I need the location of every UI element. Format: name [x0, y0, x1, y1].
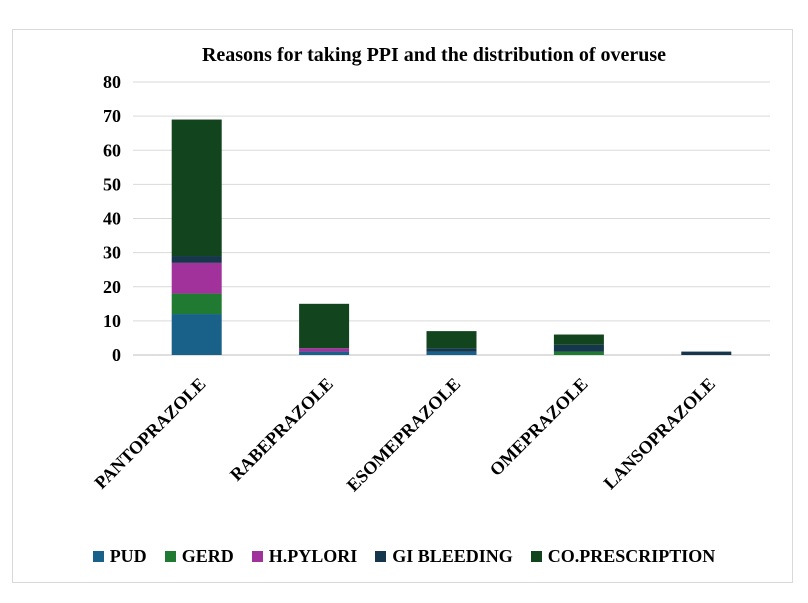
legend-label: H.PYLORI: [268, 546, 358, 566]
legend-item: PUD: [92, 546, 147, 567]
bar-segment-pud: [426, 351, 477, 355]
chart-title: Reasons for taking PPI and the distribut…: [201, 44, 667, 66]
legend-label: CO.PRESCRIPTION: [547, 546, 716, 566]
y-tick-label: 10: [103, 311, 121, 331]
legend-swatch: [164, 551, 176, 562]
legend-swatch: [530, 551, 542, 562]
bar-segment-co-prescription: [299, 303, 350, 349]
x-tick-label: LANSOPRAZOLE: [600, 374, 720, 494]
bar-segment-gi-bleeding: [681, 351, 732, 355]
bar-segment-h-pylori: [299, 348, 350, 352]
bar-segment-h-pylori: [171, 262, 222, 294]
legend-item: GI BLEEDING: [375, 546, 513, 567]
legend-item: GERD: [164, 546, 234, 567]
bar-segment-gi-bleeding: [171, 256, 222, 263]
legend-swatch: [251, 551, 263, 562]
bar-segment-co-prescription: [171, 119, 222, 257]
y-tick-label: 20: [103, 277, 121, 297]
chart-area: [12, 29, 793, 583]
legend-swatch: [92, 551, 104, 562]
legend-item: H.PYLORI: [251, 546, 358, 567]
x-tick-label: ESOMEPRAZOLE: [343, 374, 465, 496]
y-tick-label: 70: [103, 106, 121, 126]
legend: PUD GERD H.PYLORI GI BLEEDING CO.PRESCRIPTIO…: [0, 546, 808, 567]
bar-segment-gerd: [171, 293, 222, 315]
x-tick-label: RABEPRAZOLE: [226, 374, 337, 485]
y-tick-label: 0: [112, 345, 121, 365]
y-tick-label: 40: [103, 209, 121, 229]
x-tick-label: PANTOPRAZOLE: [90, 374, 209, 493]
x-tick-label: OMEPRAZOLE: [486, 374, 592, 480]
bar-segment-pud: [299, 351, 350, 355]
legend-label: GERD: [181, 546, 234, 566]
legend-swatch: [375, 551, 387, 562]
bar-segment-pud: [171, 314, 222, 355]
bar-segment-co-prescription: [426, 331, 477, 349]
legend-label: PUD: [109, 546, 147, 566]
bar-segment-gerd: [553, 351, 604, 355]
legend-item: CO.PRESCRIPTION: [530, 546, 716, 567]
y-tick-label: 60: [103, 140, 121, 160]
bar-segment-gi-bleeding: [553, 344, 604, 352]
y-tick-label: 30: [103, 243, 121, 263]
y-tick-label: 50: [103, 174, 121, 194]
bar-segment-gi-bleeding: [426, 348, 477, 352]
bar-segment-co-prescription: [553, 334, 604, 345]
legend-label: GI BLEEDING: [392, 546, 513, 566]
y-tick-label: 80: [103, 72, 121, 92]
